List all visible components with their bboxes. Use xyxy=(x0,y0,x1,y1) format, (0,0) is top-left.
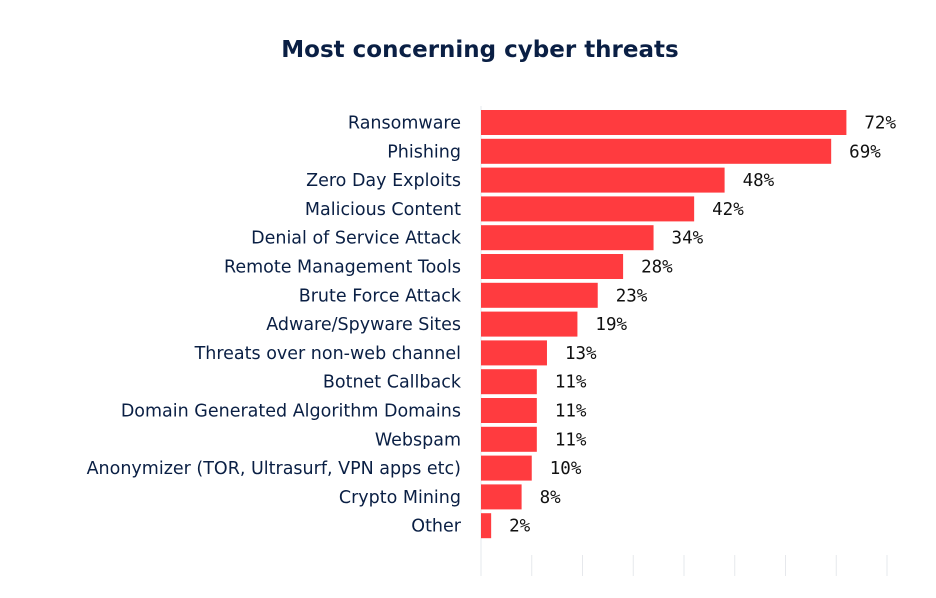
bar xyxy=(481,196,695,222)
bar xyxy=(481,455,532,481)
value-label: 11% xyxy=(555,402,587,422)
value-label: 42% xyxy=(712,200,744,220)
category-label: Threats over non-web channel xyxy=(194,344,461,364)
bar xyxy=(481,398,537,423)
bar xyxy=(481,138,832,164)
value-labels: 72% 69% 48% 42% 34% 28% 23% 19% 13% 11% 11% 11% 10% 8… xyxy=(509,114,896,537)
category-label: Ransomware xyxy=(348,114,461,134)
value-label: 48% xyxy=(743,171,775,191)
bar xyxy=(481,167,725,193)
category-label: Denial of Service Attack xyxy=(251,229,462,249)
bar xyxy=(481,369,537,395)
category-label: Crypto Mining xyxy=(339,488,461,508)
category-label: Adware/Spyware Sites xyxy=(266,315,461,335)
bar xyxy=(481,110,847,135)
category-label: Other xyxy=(411,517,461,537)
category-label: Domain Generated Algorithm Domains xyxy=(121,402,461,422)
bar xyxy=(481,426,537,452)
category-label: Remote Management Tools xyxy=(224,258,461,278)
value-label: 28% xyxy=(641,258,673,278)
category-labels: Ransomware Phishing Zero Day Exploits Malic… xyxy=(87,114,462,537)
value-label: 13% xyxy=(565,344,597,364)
category-label: Brute Force Attack xyxy=(299,286,462,306)
value-label: 8% xyxy=(540,488,562,508)
category-label: Zero Day Exploits xyxy=(306,171,461,191)
value-label: 2% xyxy=(509,517,531,537)
category-label: Botnet Callback xyxy=(323,373,462,393)
bar xyxy=(481,254,624,279)
value-label: 10% xyxy=(550,459,582,479)
value-label: 11% xyxy=(555,373,587,393)
value-label: 34% xyxy=(672,229,704,249)
category-label: Webspam xyxy=(375,430,461,450)
bars-layer xyxy=(481,110,847,539)
bar xyxy=(481,311,578,337)
bar xyxy=(481,282,598,308)
value-label: 69% xyxy=(849,142,881,162)
category-label: Phishing xyxy=(387,142,461,162)
value-label: 19% xyxy=(595,315,627,335)
bar xyxy=(481,484,522,510)
bar xyxy=(481,513,492,539)
category-label: Anonymizer (TOR, Ultrasurf, VPN apps etc… xyxy=(87,459,461,479)
bar xyxy=(481,340,547,366)
bar xyxy=(481,225,654,251)
value-label: 72% xyxy=(864,114,896,134)
chart-title: Most concerning cyber threats xyxy=(281,37,678,63)
value-label: 11% xyxy=(555,430,587,450)
value-label: 23% xyxy=(616,286,648,306)
category-label: Malicious Content xyxy=(305,200,461,220)
